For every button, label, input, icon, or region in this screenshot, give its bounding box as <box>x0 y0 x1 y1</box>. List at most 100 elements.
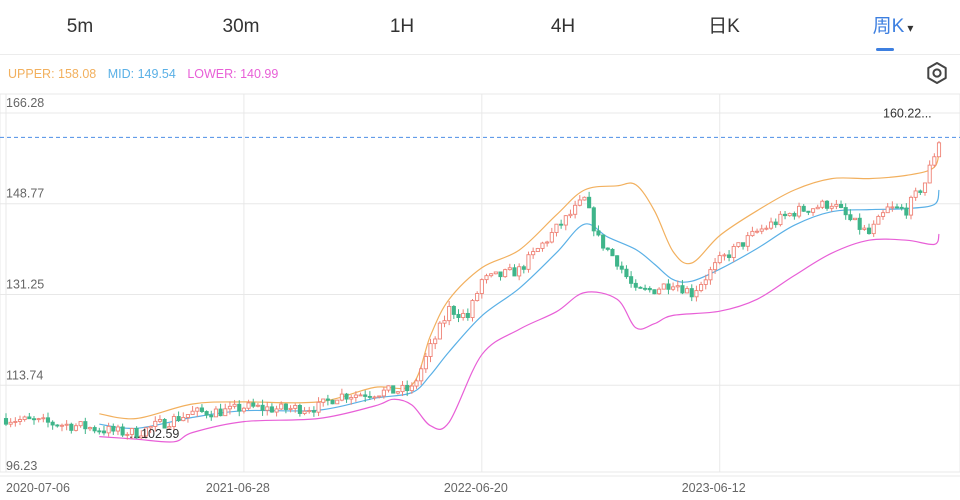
candle <box>731 243 736 263</box>
active-tab-indicator <box>876 48 894 51</box>
tab-week[interactable]: 周K ▾ <box>873 0 914 54</box>
x-tick-label: 2023-06-12 <box>682 481 746 495</box>
candle <box>302 407 307 416</box>
tab-1h[interactable]: 1H <box>390 0 414 54</box>
tab-5m[interactable]: 5m <box>67 0 93 54</box>
candle <box>31 416 37 425</box>
candle <box>451 305 456 319</box>
candle <box>773 218 778 228</box>
candle <box>824 200 830 211</box>
candle <box>321 398 326 407</box>
candle <box>894 203 900 209</box>
candle <box>769 217 774 230</box>
candle <box>932 153 937 168</box>
timeframe-tabs: 5m 30m 1H 4H 日K 周K ▾ <box>0 0 960 55</box>
candle <box>890 201 895 212</box>
candle <box>493 271 498 275</box>
candle <box>838 200 844 209</box>
candle <box>237 400 242 417</box>
tab-1h-label: 1H <box>389 16 415 37</box>
candle <box>17 415 23 426</box>
candle <box>582 196 587 201</box>
candle <box>213 406 218 418</box>
candle <box>437 321 442 340</box>
candle <box>936 141 942 158</box>
candle <box>428 338 433 363</box>
chevron-down-icon[interactable]: ▾ <box>907 21 914 35</box>
tab-day[interactable]: 日K <box>708 0 740 54</box>
candle <box>97 427 102 435</box>
candle <box>834 199 839 210</box>
bollinger-legend: UPPER: 158.08 MID: 149.54 LOWER: 140.99 <box>8 64 286 84</box>
legend-mid: MID: 149.54 <box>107 67 176 81</box>
candle <box>573 200 578 219</box>
candle <box>503 268 508 278</box>
y-tick-label: 113.74 <box>6 368 43 382</box>
candle <box>293 403 298 413</box>
candle <box>577 195 582 207</box>
candle <box>223 403 228 417</box>
candle <box>143 427 149 439</box>
candle <box>843 203 848 220</box>
candle <box>652 289 657 295</box>
candle <box>866 223 872 235</box>
max-price-label: 160.22... <box>883 106 932 120</box>
candle <box>615 255 620 270</box>
candle <box>260 399 265 416</box>
candle <box>671 282 676 292</box>
candle <box>50 420 55 430</box>
gear-icon[interactable] <box>924 60 950 86</box>
candle <box>129 427 135 440</box>
candle <box>199 404 204 414</box>
candle <box>820 199 825 210</box>
candle <box>69 422 74 434</box>
candle <box>157 415 162 423</box>
tab-30m[interactable]: 30m <box>223 0 260 54</box>
x-tick-label: 2020-07-06 <box>6 481 70 495</box>
candle <box>190 405 195 415</box>
candle <box>927 160 932 184</box>
candle <box>899 204 904 211</box>
candle <box>694 285 699 302</box>
legend-lower: LOWER: 140.99 <box>187 67 279 81</box>
candle <box>73 423 79 432</box>
candle <box>167 423 172 430</box>
candle <box>297 403 302 417</box>
candle <box>815 204 820 210</box>
candle <box>288 405 293 413</box>
candle <box>148 425 153 434</box>
candle <box>797 202 802 219</box>
tab-4h[interactable]: 4H <box>551 0 575 54</box>
candle <box>391 385 396 394</box>
candle <box>171 413 176 431</box>
candle <box>922 182 928 196</box>
candle <box>36 417 41 423</box>
candle <box>456 309 461 323</box>
candle <box>545 240 550 247</box>
candle <box>703 274 708 290</box>
candle <box>540 241 545 252</box>
candle <box>605 247 610 252</box>
candle <box>64 420 69 431</box>
candle <box>643 284 648 291</box>
candle <box>335 399 340 405</box>
candle <box>367 391 372 400</box>
candle <box>83 417 88 435</box>
candle <box>736 242 741 248</box>
candle <box>848 209 853 222</box>
candle <box>13 417 18 427</box>
candle <box>153 416 158 432</box>
candle <box>727 250 732 262</box>
candle <box>386 385 391 393</box>
candle <box>489 273 494 278</box>
y-tick-label: 96.23 <box>6 459 37 473</box>
candle <box>241 406 246 414</box>
candle <box>274 405 279 417</box>
candle <box>741 242 746 250</box>
candle <box>806 210 811 216</box>
candle <box>657 287 662 295</box>
candle <box>755 228 760 234</box>
candle <box>596 225 601 237</box>
candle <box>111 423 116 435</box>
